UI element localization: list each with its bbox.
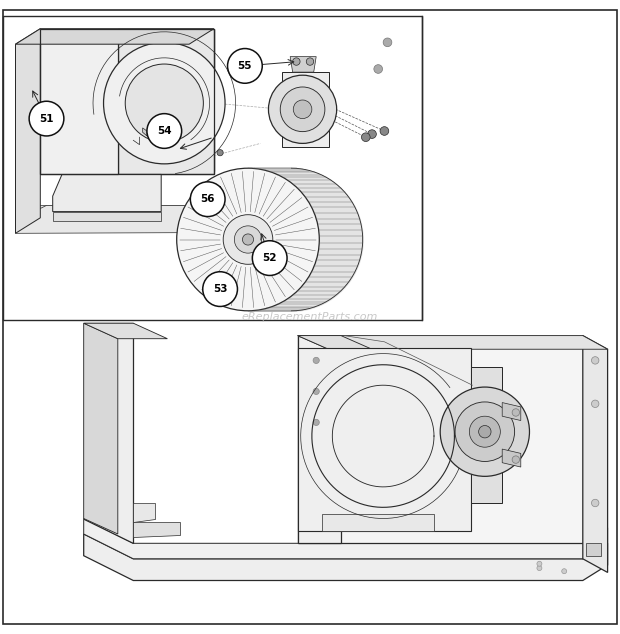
Polygon shape [16,29,214,44]
Polygon shape [143,128,147,136]
Circle shape [293,58,300,65]
Polygon shape [53,174,161,212]
Circle shape [29,101,64,136]
Circle shape [591,500,599,507]
Polygon shape [84,534,608,581]
Text: 55: 55 [237,61,252,71]
Circle shape [104,42,225,164]
Polygon shape [84,323,133,543]
Circle shape [280,87,325,132]
Circle shape [313,419,319,425]
Circle shape [383,38,392,47]
Polygon shape [322,514,434,531]
Text: eReplacementParts.com: eReplacementParts.com [242,312,378,322]
Circle shape [306,58,314,65]
Circle shape [177,168,319,311]
Circle shape [374,65,383,74]
Polygon shape [16,205,214,233]
Polygon shape [118,29,214,171]
Circle shape [190,182,225,217]
Circle shape [591,357,599,364]
Circle shape [313,388,319,394]
Polygon shape [16,29,40,233]
Polygon shape [84,323,167,339]
Circle shape [361,133,370,141]
Polygon shape [298,335,372,349]
Circle shape [234,226,262,253]
Polygon shape [471,366,502,503]
Circle shape [380,127,389,135]
Circle shape [512,456,520,463]
Polygon shape [502,403,521,420]
Circle shape [368,130,376,138]
Text: 51: 51 [39,113,54,124]
Circle shape [228,49,262,83]
Text: 52: 52 [262,253,277,263]
Circle shape [479,425,491,438]
Circle shape [293,100,312,119]
Circle shape [562,569,567,574]
Polygon shape [502,449,521,467]
Polygon shape [298,348,471,531]
Polygon shape [133,503,155,522]
Circle shape [440,387,529,476]
Circle shape [512,409,520,416]
Circle shape [223,215,273,264]
Polygon shape [40,29,118,174]
Circle shape [313,358,319,363]
Circle shape [537,566,542,571]
Polygon shape [298,335,583,543]
Text: 53: 53 [213,284,228,294]
Circle shape [203,272,237,306]
Circle shape [147,113,182,148]
Polygon shape [53,212,161,221]
Polygon shape [583,335,608,573]
Polygon shape [298,335,608,349]
Circle shape [469,416,500,447]
Circle shape [217,150,223,156]
Polygon shape [84,519,608,559]
Polygon shape [298,335,341,543]
Polygon shape [133,522,180,537]
Circle shape [252,241,287,275]
Bar [586,543,601,555]
Polygon shape [290,56,316,72]
Circle shape [537,561,542,566]
Circle shape [268,75,337,143]
Text: 56: 56 [200,194,215,204]
Polygon shape [282,72,329,146]
Circle shape [242,234,254,245]
Circle shape [591,400,599,408]
Text: 54: 54 [157,126,172,136]
Bar [3,16,422,320]
Polygon shape [84,323,118,534]
Circle shape [455,402,515,462]
Polygon shape [118,29,214,174]
Polygon shape [34,205,183,221]
Circle shape [125,64,203,142]
